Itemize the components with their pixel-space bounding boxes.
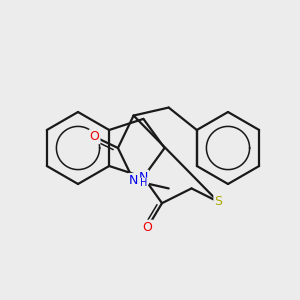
Text: N: N: [129, 174, 138, 187]
Text: N: N: [139, 171, 148, 184]
Text: H: H: [140, 178, 147, 188]
Text: O: O: [90, 130, 100, 143]
Text: S: S: [214, 195, 222, 208]
Text: O: O: [143, 221, 152, 234]
